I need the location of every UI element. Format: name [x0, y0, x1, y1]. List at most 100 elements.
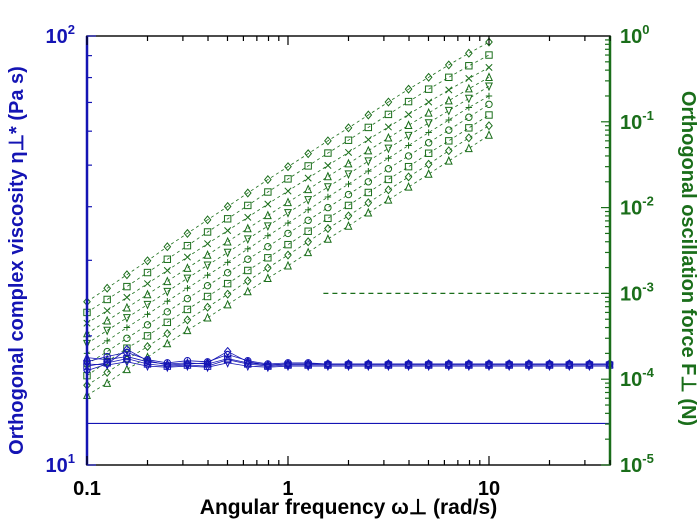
- force-series-5-point-3: [122, 314, 131, 323]
- force-series-7-point-18: [424, 139, 433, 147]
- force-series-2-point-9: [244, 201, 252, 210]
- force-series-2-point-13: [324, 149, 332, 157]
- left-y-tick-label: 101: [46, 451, 75, 477]
- force-series-10-point-13: [323, 234, 332, 243]
- force-series-6-point-10: [264, 232, 272, 239]
- force-series-8-point-7: [203, 292, 212, 301]
- force-series-5-point-18: [424, 119, 433, 128]
- force-series-9-point-8: [223, 289, 232, 299]
- viscosity-series-4-point-4: [143, 356, 152, 366]
- force-series-8-point-11: [284, 240, 292, 249]
- force-series-1-point-7: [203, 215, 212, 225]
- force-series-2-point-10: [264, 188, 272, 196]
- force-series-10-point-15: [364, 207, 373, 217]
- force-series-1-point-11: [284, 162, 292, 172]
- force-series-5-point-10: [263, 222, 272, 232]
- force-series-7-point-8: [223, 269, 232, 277]
- force-series-5-point-16: [384, 144, 393, 154]
- force-series-7-point-15: [364, 178, 373, 186]
- viscosity-series-5-point-3: [122, 358, 131, 367]
- force-series-9-line: [86, 125, 490, 386]
- force-series-1-point-12: [304, 149, 313, 159]
- force-series-7-point-3: [123, 334, 131, 342]
- force-series-7-point-6: [183, 294, 192, 303]
- force-series-10-point-3: [122, 364, 131, 374]
- force-series-6-point-9: [244, 245, 252, 253]
- force-series-10-point-2: [103, 378, 112, 387]
- viscosity-series-5-point-17: [404, 362, 413, 372]
- force-series-4-point-16: [384, 132, 393, 142]
- force-series-8-point-15: [364, 188, 373, 197]
- force-series-3-point-10: [264, 200, 272, 208]
- force-series-4-point-21: [485, 72, 493, 82]
- force-series-3-point-9: [244, 213, 252, 221]
- force-series-9-point-4: [143, 342, 152, 352]
- force-series-10-point-18: [424, 169, 433, 178]
- force-series-10-point-8: [223, 299, 232, 309]
- force-series-6-point-17: [405, 142, 412, 149]
- force-series-4-point-17: [404, 120, 413, 130]
- viscosity-series-5-point-23: [524, 362, 533, 372]
- force-series-8-point-4: [143, 332, 152, 340]
- force-series-5-point-9: [243, 235, 252, 245]
- force-series-10-point-20: [464, 143, 473, 153]
- viscosity-series-5-point-22: [505, 362, 514, 372]
- force-series-9-point-2: [103, 367, 112, 377]
- force-series-3-point-20: [465, 74, 473, 83]
- force-series-4-point-3: [122, 302, 131, 312]
- force-series-7-point-10: [264, 243, 272, 251]
- force-series-5-line: [86, 85, 490, 344]
- force-series-9-point-21: [485, 121, 493, 131]
- force-series-10-point-7: [203, 312, 212, 322]
- force-series-6-point-3: [123, 324, 131, 331]
- force-series-3-point-18: [425, 98, 433, 106]
- force-series-7-point-16: [384, 165, 393, 173]
- force-series-5-point-14: [344, 170, 353, 180]
- viscosity-series-5-point-24: [545, 362, 554, 372]
- x-tick-label: 1: [282, 478, 293, 500]
- viscosity-series-5-point-4: [143, 362, 152, 372]
- force-series-4-point-11: [284, 197, 292, 207]
- force-series-7-point-7: [203, 281, 212, 290]
- viscosity-series-3-point-2: [103, 354, 112, 364]
- force-series-9-point-7: [203, 302, 212, 312]
- force-series-3-point-15: [364, 136, 372, 144]
- viscosity-series-5-point-12: [304, 362, 313, 372]
- force-series-3-point-3: [123, 293, 131, 301]
- force-series-1-point-5: [163, 242, 172, 252]
- force-series-7-point-12: [304, 216, 312, 225]
- force-series-9-point-14: [344, 211, 353, 221]
- force-series-7-point-17: [404, 152, 413, 160]
- viscosity-series-1-point-8: [223, 350, 232, 359]
- force-series-2-point-16: [384, 110, 393, 119]
- force-series-7-point-13: [324, 203, 332, 212]
- viscosity-series-5-point-21: [485, 362, 493, 372]
- force-series-1-point-6: [183, 228, 192, 239]
- force-series-7-point-19: [445, 126, 453, 134]
- force-series-6-point-14: [345, 180, 352, 188]
- viscosity-series-4-point-3: [123, 344, 131, 354]
- force-series-4-point-20: [464, 83, 473, 93]
- force-series-9-point-11: [284, 250, 292, 260]
- viscosity-series-5-point-2: [103, 361, 112, 371]
- force-series-7-point-5: [163, 308, 172, 316]
- force-series-4-point-4: [143, 289, 152, 299]
- force-series-3-point-2: [103, 307, 111, 315]
- viscosity-series-5-point-5: [163, 363, 172, 373]
- right-y-tick-label: 10-4: [620, 365, 655, 391]
- force-series-2-point-7: [203, 228, 212, 236]
- force-series-6-point-11: [284, 219, 292, 227]
- force-series-1-point-20: [464, 48, 473, 58]
- force-series-8-point-13: [324, 214, 332, 223]
- force-series-10-point-5: [163, 338, 172, 348]
- force-series-4-point-6: [183, 263, 192, 272]
- force-series-6-line: [86, 95, 490, 354]
- force-series-8-point-14: [344, 201, 353, 210]
- force-series-6-point-2: [103, 337, 111, 345]
- viscosity-series-5-point-26: [585, 362, 594, 372]
- force-series-3-point-4: [143, 280, 152, 288]
- right-y-tick-label: 10-5: [620, 451, 654, 477]
- viscosity-series-5-point-19: [444, 362, 453, 372]
- x-axis-label: Angular frequency ω⊥ (rad/s): [200, 496, 497, 519]
- force-series-7-point-4: [143, 321, 152, 329]
